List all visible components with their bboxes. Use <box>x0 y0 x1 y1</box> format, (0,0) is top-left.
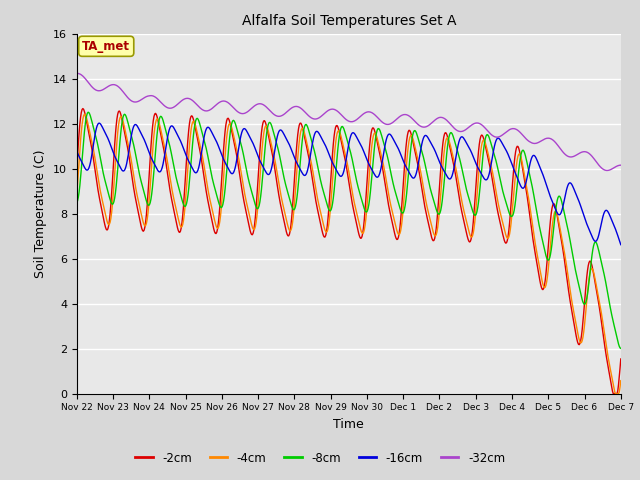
-32cm <box>83 77 90 83</box>
-8cm <box>416 141 424 146</box>
-32cm <box>73 71 81 76</box>
-2cm <box>617 356 625 362</box>
-2cm <box>609 391 617 396</box>
-16cm <box>73 148 81 154</box>
-8cm <box>73 200 81 205</box>
-4cm <box>223 129 231 135</box>
Line: -2cm: -2cm <box>77 108 621 394</box>
-2cm <box>79 106 86 111</box>
-16cm <box>416 154 424 159</box>
-4cm <box>81 111 88 117</box>
Line: -32cm: -32cm <box>77 73 621 170</box>
-4cm <box>84 119 92 124</box>
-2cm <box>73 166 81 171</box>
-16cm <box>95 120 103 126</box>
Line: -8cm: -8cm <box>77 112 621 348</box>
-16cm <box>617 242 625 248</box>
-16cm <box>431 149 439 155</box>
-8cm <box>431 204 439 209</box>
-4cm <box>617 378 625 384</box>
-16cm <box>83 167 90 173</box>
-32cm <box>223 99 230 105</box>
-4cm <box>73 192 81 198</box>
Line: -4cm: -4cm <box>77 114 621 394</box>
Title: Alfalfa Soil Temperatures Set A: Alfalfa Soil Temperatures Set A <box>241 14 456 28</box>
X-axis label: Time: Time <box>333 418 364 431</box>
Legend: -2cm, -4cm, -8cm, -16cm, -32cm: -2cm, -4cm, -8cm, -16cm, -32cm <box>130 447 510 469</box>
-32cm <box>431 118 438 123</box>
-4cm <box>140 220 147 226</box>
-32cm <box>415 122 422 128</box>
-8cm <box>195 118 202 123</box>
-32cm <box>604 168 611 173</box>
Text: TA_met: TA_met <box>82 40 131 53</box>
Y-axis label: Soil Temperature (C): Soil Temperature (C) <box>35 149 47 278</box>
-4cm <box>195 136 202 142</box>
-4cm <box>431 233 439 239</box>
-32cm <box>194 103 202 108</box>
-8cm <box>84 109 92 115</box>
-8cm <box>617 346 625 351</box>
-32cm <box>617 162 625 168</box>
-2cm <box>416 171 424 177</box>
-4cm <box>612 391 620 396</box>
Line: -16cm: -16cm <box>77 123 621 245</box>
-2cm <box>431 232 439 238</box>
-32cm <box>139 96 147 102</box>
-2cm <box>140 228 147 234</box>
-4cm <box>416 163 424 169</box>
-8cm <box>140 187 147 192</box>
-2cm <box>84 123 92 129</box>
-2cm <box>195 141 202 147</box>
-8cm <box>223 160 231 166</box>
-2cm <box>223 116 231 121</box>
-16cm <box>195 165 202 171</box>
-16cm <box>140 135 147 141</box>
-8cm <box>83 113 90 119</box>
-16cm <box>223 164 231 170</box>
